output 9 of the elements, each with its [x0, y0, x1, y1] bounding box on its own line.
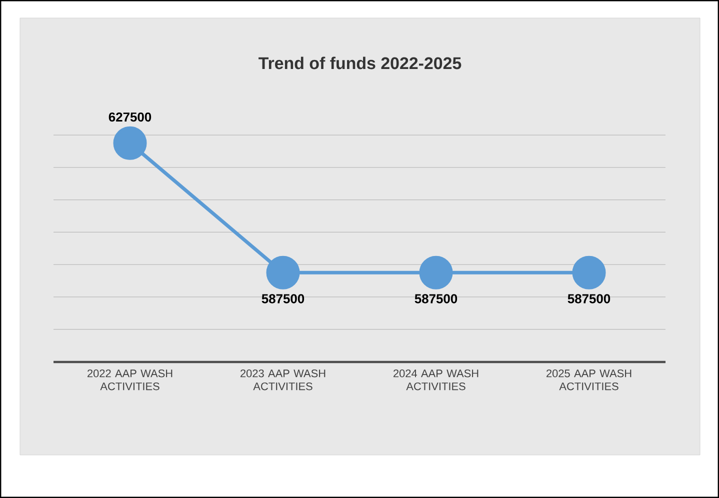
data-label: 587500: [414, 294, 458, 304]
data-label: 587500: [262, 294, 304, 304]
x-tick-label: 2025 AAP WASH ACTIVITIES: [546, 370, 632, 390]
x-tick-label: 2024 AAP WASH ACTIVITIES: [394, 370, 478, 390]
x-tick-label: 2023 AAP WASH ACTIVITIES: [240, 370, 326, 390]
data-label: 587500: [568, 294, 610, 304]
data-label: 627500: [108, 112, 152, 122]
x-tick-label: 2022 AAP WASH ACTIVITIES: [88, 370, 172, 390]
chart-title: Trend of funds 2022-2025: [258, 56, 462, 70]
